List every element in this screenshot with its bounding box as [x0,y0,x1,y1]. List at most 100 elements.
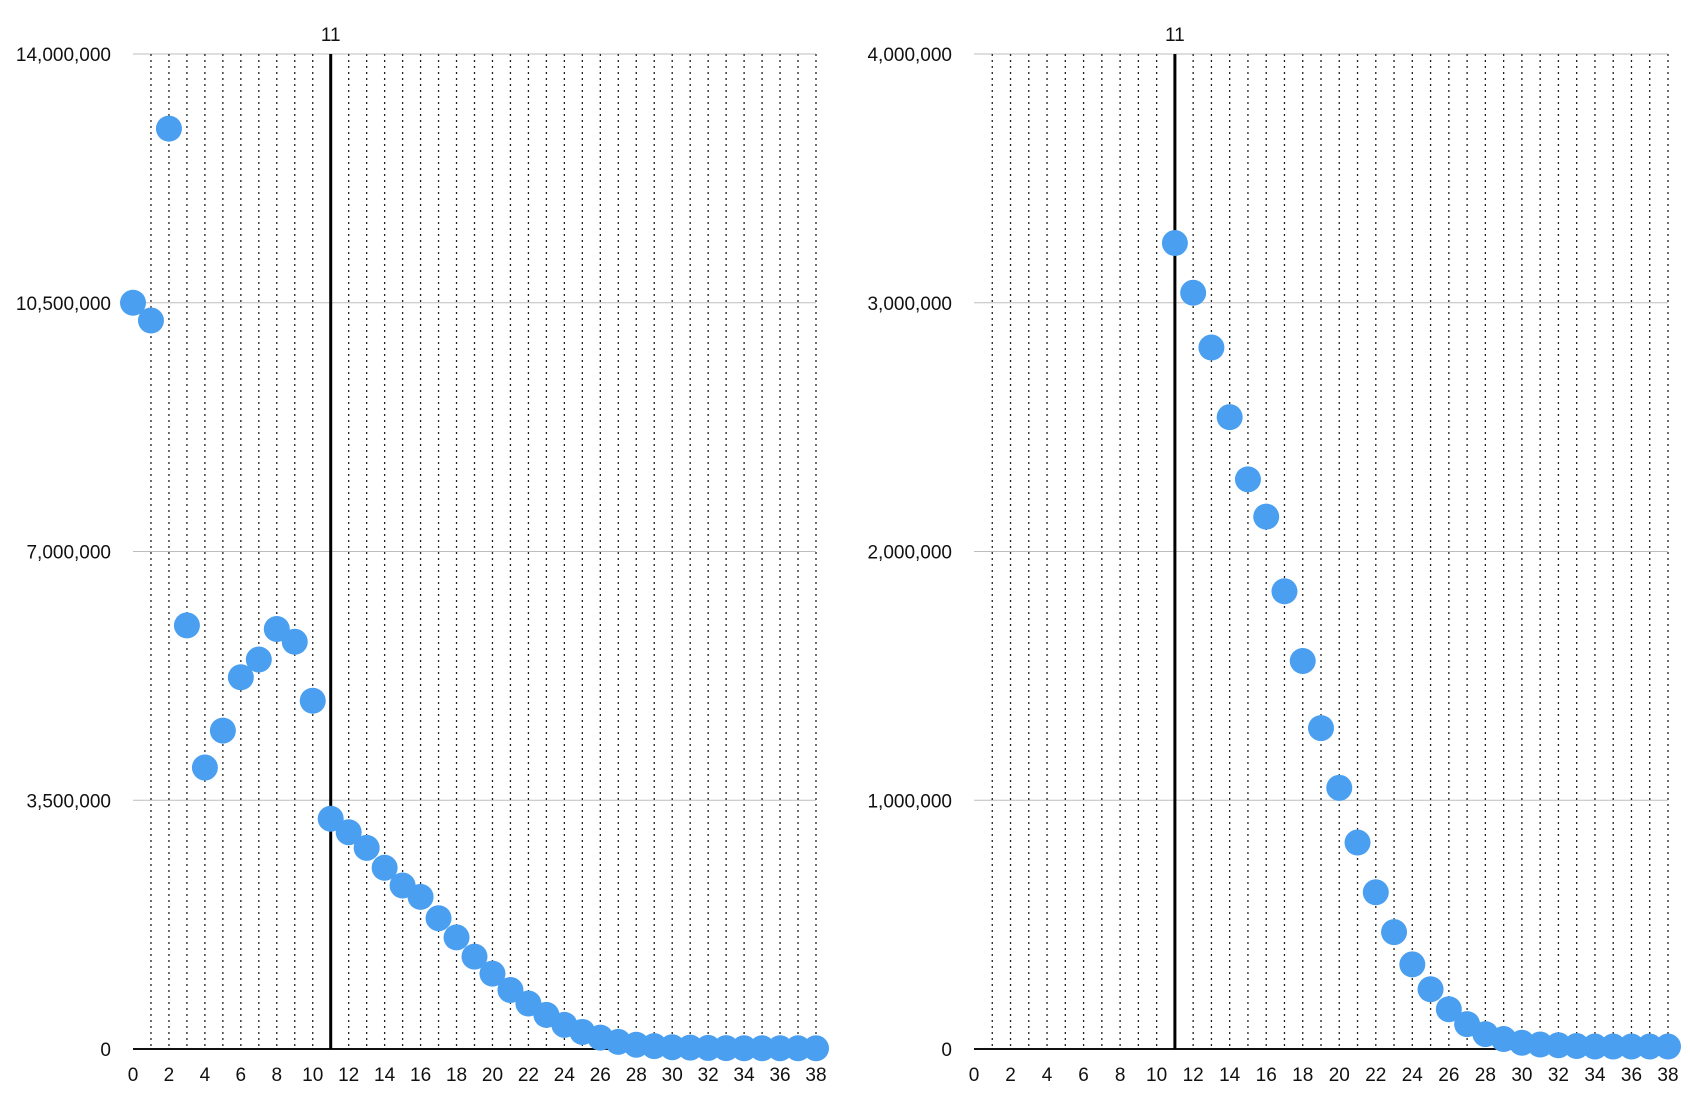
data-point [1563,1033,1590,1060]
x-tick-label: 6 [236,1065,247,1086]
data-point [785,1035,812,1062]
data-point [191,754,218,781]
chart-right: 0 1,000,000 2,000,000 3,000,000 4,000,000 0 2 4… [867,25,1681,1086]
x-tick-label: 38 [805,1065,826,1086]
data-point [425,905,452,932]
data-point [137,307,164,334]
data-point [1655,1033,1681,1060]
reference-line-label: 11 [321,25,341,46]
data-point [245,646,272,673]
x-tick-label: 20 [482,1065,503,1086]
data-point [1527,1031,1554,1058]
x-tick-label: 30 [1511,1065,1532,1086]
x-tick-label: 4 [1042,1065,1053,1086]
data-point [749,1035,776,1062]
x-tick-label: 24 [554,1065,576,1086]
y-tick-label: 3,000,000 [867,294,952,315]
data-point [317,805,344,832]
data-point [1180,279,1207,306]
x-tick-label: 22 [518,1065,539,1086]
x-tick-label: 8 [272,1065,283,1086]
x-tick-label: 2 [164,1065,175,1086]
data-point [1308,715,1334,742]
y-tick-label: 1,000,000 [867,791,952,812]
data-point [1271,578,1298,605]
y-tick-label: 14,000,000 [16,45,111,66]
x-tick-label: 26 [1438,1065,1459,1086]
data-point [407,883,434,910]
data-point [1216,404,1243,431]
data-point [371,854,398,881]
data-point [1581,1033,1608,1060]
data-point [695,1034,722,1061]
x-tick-label: 36 [1621,1065,1642,1086]
data-point [1636,1033,1663,1060]
data-point [281,628,308,655]
x-tick-label: 0 [128,1065,139,1086]
data-point [1362,879,1389,906]
x-tick-label: 26 [590,1065,611,1086]
data-point [479,960,506,987]
data-point [1545,1032,1572,1059]
y-tick-label: 7,000,000 [26,543,111,564]
chart-left: 0 3,500,000 7,000,000 10,500,000 14,000,000 0… [16,25,829,1086]
data-point [1344,829,1371,856]
x-tick-label: 10 [302,1065,323,1086]
data-point [1289,647,1316,674]
y-tick-label: 3,500,000 [26,791,111,812]
data-point [767,1035,794,1062]
x-tick-label: 32 [1548,1065,1569,1086]
data-point [1600,1033,1627,1060]
x-tick-label: 16 [410,1065,431,1086]
x-tick-label: 8 [1115,1065,1126,1086]
x-tick-label: 28 [1475,1065,1496,1086]
data-point [1234,466,1261,493]
x-tick-label: 6 [1078,1065,1089,1086]
data-point [659,1034,686,1061]
data-point [1326,774,1353,801]
data-point [120,289,146,316]
data-point [155,115,182,142]
y-tick-label: 0 [100,1040,111,1061]
x-tick-label: 30 [662,1065,683,1086]
x-tick-label: 12 [338,1065,359,1086]
data-point [335,819,362,846]
x-tick-label: 28 [626,1065,647,1086]
x-tick-label: 20 [1329,1065,1350,1086]
x-tick-label: 36 [769,1065,790,1086]
y-tick-label: 2,000,000 [867,543,952,564]
x-tick-label: 16 [1256,1065,1277,1086]
data-point [1618,1033,1645,1060]
data-point [299,687,326,714]
data-point [209,717,236,744]
x-tick-label: 38 [1657,1065,1678,1086]
data-point [1399,951,1426,978]
x-tick-label: 10 [1146,1065,1167,1086]
data-point [461,943,488,970]
reference-line-label: 11 [1165,25,1185,46]
y-tick-label: 0 [941,1040,952,1061]
data-point [227,664,254,691]
x-tick-label: 18 [1292,1065,1313,1086]
y-tick-label: 10,500,000 [16,294,111,315]
data-point [263,615,290,642]
data-point [1417,976,1444,1003]
data-point [1253,503,1280,530]
x-tick-label: 14 [374,1065,396,1086]
x-tick-label: 0 [969,1065,980,1086]
data-point [677,1034,704,1061]
x-tick-label: 34 [734,1065,756,1086]
x-tick-label: 22 [1365,1065,1386,1086]
data-point [443,924,470,951]
data-point [497,977,524,1004]
data-point [353,834,380,861]
data-point [731,1035,758,1062]
data-point [1435,996,1462,1023]
x-tick-label: 12 [1183,1065,1204,1086]
y-tick-label: 4,000,000 [867,45,952,66]
x-tick-label: 34 [1584,1065,1606,1086]
x-tick-label: 2 [1005,1065,1016,1086]
data-point [713,1035,740,1062]
x-tick-label: 14 [1219,1065,1241,1086]
